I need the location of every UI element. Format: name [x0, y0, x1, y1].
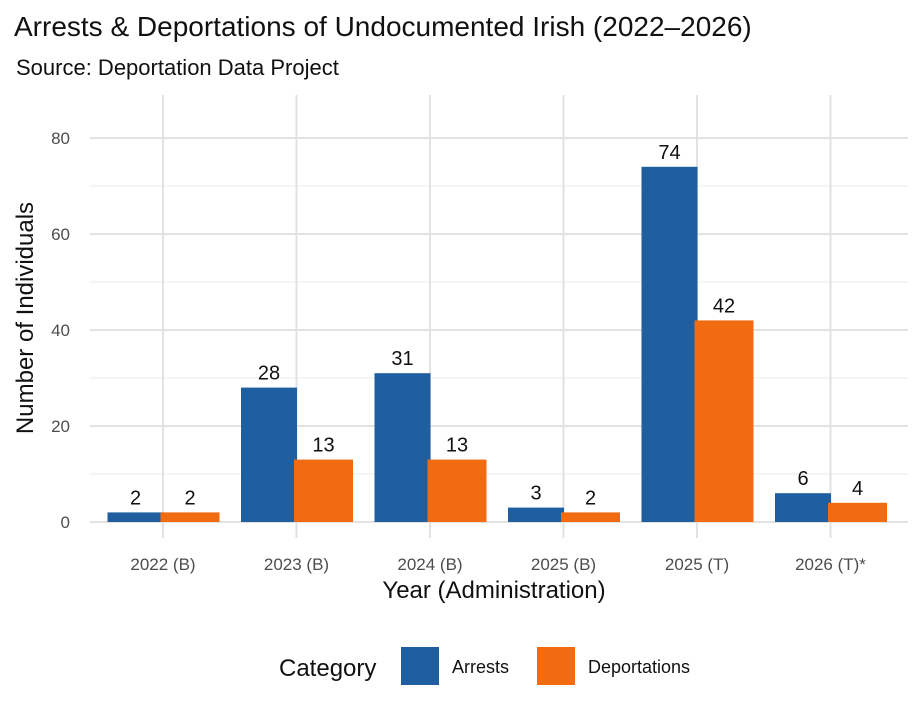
bar-arrests — [241, 387, 297, 522]
y-axis-label: Number of Individuals — [12, 202, 39, 434]
bar-arrests — [775, 493, 831, 522]
y-tick-label: 80 — [51, 129, 70, 148]
y-tick-label: 60 — [51, 225, 70, 244]
x-tick-label: 2022 (B) — [130, 555, 195, 574]
legend-label-deportations: Deportations — [588, 657, 690, 677]
bar-value-label: 74 — [658, 142, 680, 164]
bar-deportations — [694, 320, 754, 522]
bar-deportations — [160, 512, 220, 522]
bar-value-label: 2 — [585, 487, 596, 509]
grid — [90, 95, 908, 538]
bar-value-label: 2 — [130, 487, 141, 509]
bar-value-label: 13 — [446, 435, 468, 457]
y-tick-label: 20 — [51, 417, 70, 436]
bars — [107, 166, 887, 523]
chart-title: Arrests & Deportations of Undocumented I… — [14, 11, 752, 42]
bar-deportations — [828, 502, 887, 522]
bar-deportations — [427, 459, 487, 522]
x-axis: 2022 (B) 2023 (B) 2024 (B) 2025 (B) 2025 (T)… — [130, 555, 866, 574]
chart-subtitle: Source: Deportation Data Project — [16, 55, 339, 80]
bar-deportations — [561, 512, 620, 522]
x-tick-label: 2024 (B) — [397, 555, 462, 574]
y-tick-label: 0 — [61, 513, 70, 532]
bar-arrests — [374, 373, 431, 522]
x-axis-label: Year (Administration) — [382, 577, 605, 604]
legend: Category Arrests Deportations — [279, 647, 690, 685]
bar-deportations — [294, 459, 353, 522]
bar-value-label: 2 — [184, 487, 195, 509]
bar-value-labels: 2 2 28 13 31 13 3 2 74 42 6 4 — [130, 142, 863, 510]
y-tick-label: 40 — [51, 321, 70, 340]
bar-value-label: 13 — [312, 435, 334, 457]
bar-value-label: 42 — [713, 295, 735, 317]
y-axis: 0 20 40 60 80 — [51, 129, 70, 532]
bar-value-label: 4 — [852, 478, 863, 500]
x-tick-label: 2026 (T)* — [795, 555, 866, 574]
x-tick-label: 2025 (T) — [665, 555, 729, 574]
bar-value-label: 31 — [391, 348, 413, 370]
bar-value-label: 3 — [530, 483, 541, 505]
x-tick-label: 2023 (B) — [264, 555, 329, 574]
legend-swatch-arrests — [401, 647, 439, 685]
x-tick-label: 2025 (B) — [531, 555, 596, 574]
legend-swatch-deportations — [537, 647, 575, 685]
bar-arrests — [641, 166, 698, 523]
bar-arrests — [508, 507, 564, 522]
bar-arrests — [107, 512, 164, 522]
legend-label-arrests: Arrests — [452, 657, 509, 677]
bar-value-label: 28 — [258, 363, 280, 385]
legend-title: Category — [279, 655, 376, 682]
bar-value-label: 6 — [797, 468, 808, 490]
